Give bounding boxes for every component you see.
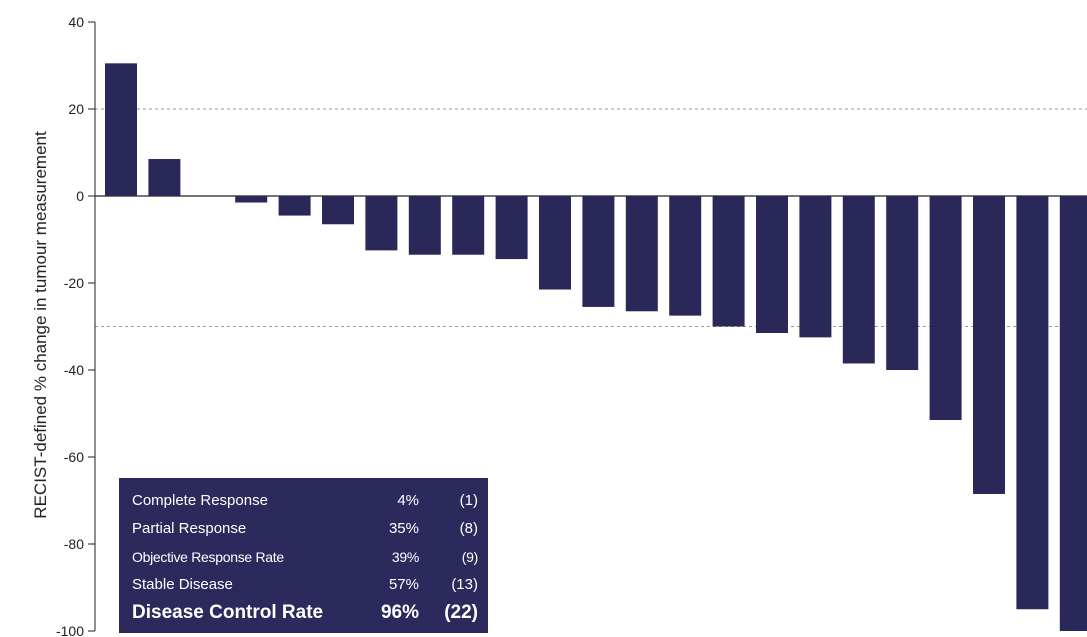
y-axis-label: RECIST-defined % change in tumour measur… xyxy=(31,131,50,519)
bar xyxy=(669,196,702,316)
bar xyxy=(1016,196,1049,610)
summary-label: Objective Response Rate xyxy=(132,549,284,565)
summary-percent: 57% xyxy=(388,576,419,593)
bars xyxy=(105,63,1087,631)
y-tick-label: -80 xyxy=(64,536,84,552)
summary-count: (22) xyxy=(444,602,478,623)
bar xyxy=(842,196,875,364)
summary-count: (8) xyxy=(459,520,478,537)
bar xyxy=(235,196,268,203)
y-tick-label: -100 xyxy=(56,623,84,637)
bar xyxy=(799,196,832,338)
summary-count: (1) xyxy=(459,492,478,509)
summary-label: Stable Disease xyxy=(132,576,233,593)
bar xyxy=(278,196,311,216)
bar xyxy=(712,196,745,327)
summary-row-disease-control-rate: Disease Control Rate 96% (22) xyxy=(119,599,488,627)
bar xyxy=(1059,196,1087,631)
bar xyxy=(929,196,962,421)
summary-percent: 4% xyxy=(397,492,419,509)
summary-percent: 35% xyxy=(388,520,419,537)
y-tick-label: -40 xyxy=(64,362,84,378)
y-tick-label: -60 xyxy=(64,449,84,465)
summary-row-stable-disease: Stable Disease 57% (13) xyxy=(119,571,488,599)
summary-label: Partial Response xyxy=(132,520,247,537)
summary-label: Complete Response xyxy=(132,492,268,509)
summary-percent: 39% xyxy=(391,549,419,565)
bar xyxy=(365,196,398,251)
bar xyxy=(973,196,1005,494)
summary-count: (13) xyxy=(451,576,478,593)
bar xyxy=(886,196,919,370)
summary-count: (9) xyxy=(461,549,479,565)
bar xyxy=(539,196,571,290)
summary-row-objective-response-rate: Objective Response Rate 39% (9) xyxy=(119,543,488,571)
summary-row-partial-response: Partial Response 35% (8) xyxy=(119,515,488,543)
summary-row-complete-response: Complete Response 4% (1) xyxy=(119,487,488,515)
bar xyxy=(322,196,354,225)
summary-percent: 96% xyxy=(380,602,419,623)
response-summary-table: Complete Response 4% (1) Partial Respons… xyxy=(119,478,488,633)
y-tick-label: -20 xyxy=(64,275,84,291)
bar xyxy=(756,196,788,334)
y-tick-label: 0 xyxy=(76,188,84,204)
bar xyxy=(105,63,137,197)
bar xyxy=(148,159,181,196)
bar xyxy=(408,196,441,255)
bar xyxy=(625,196,658,312)
bar xyxy=(452,196,485,255)
y-tick-label: 40 xyxy=(68,14,84,30)
summary-label: Disease Control Rate xyxy=(132,602,324,623)
bar xyxy=(495,196,528,260)
bar xyxy=(582,196,615,307)
y-tick-label: 20 xyxy=(68,101,84,117)
